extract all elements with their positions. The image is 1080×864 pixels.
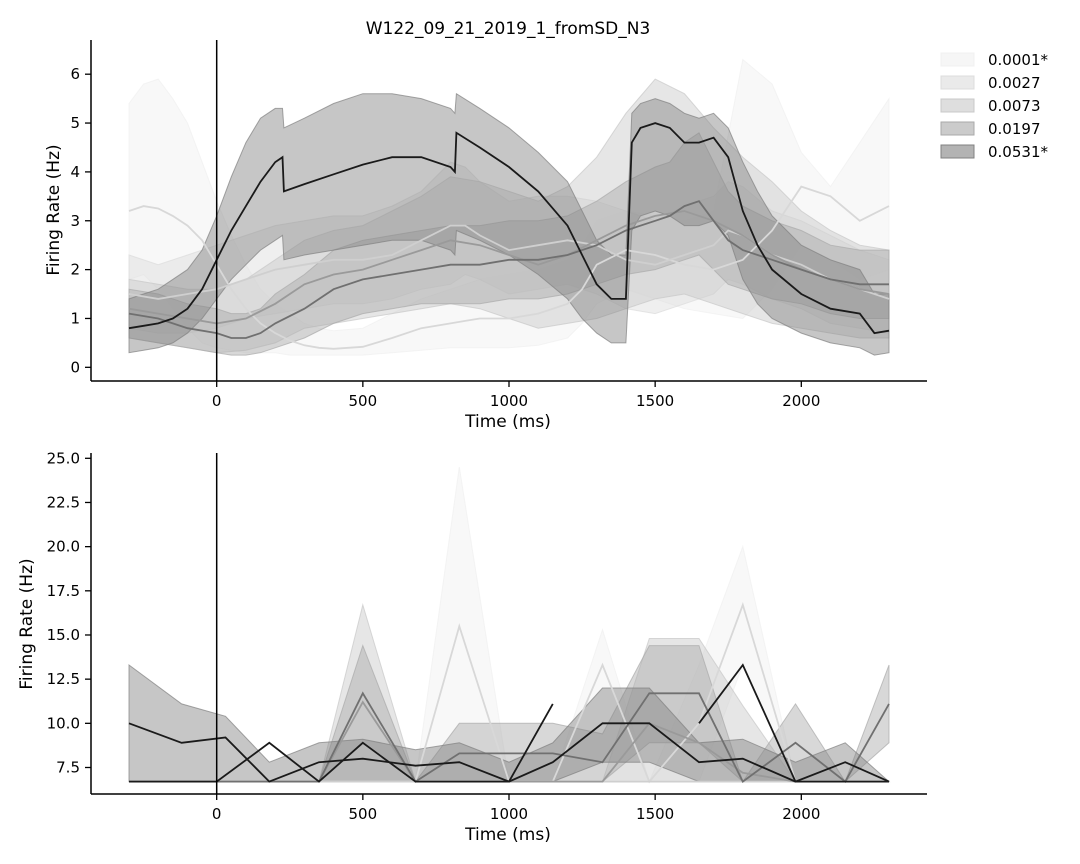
- top-y-axis-label: Firing Rate (Hz): [44, 144, 64, 275]
- legend-swatch: [940, 75, 975, 90]
- bottom-y-tick-label: 22.5: [47, 493, 80, 511]
- bottom-y-tick-label: 15.0: [47, 626, 80, 644]
- top-x-tick-label: 500: [349, 392, 378, 410]
- top-band-series-4: [128, 92, 890, 356]
- top-y-tick-label: 1: [70, 309, 80, 327]
- bottom-y-tick-label: 25.0: [47, 449, 80, 467]
- legend-label: 0.0073: [988, 97, 1041, 115]
- bottom-y-tick-label: 20.0: [47, 538, 80, 556]
- legend-swatch: [940, 98, 975, 113]
- top-y-tick-label: 4: [70, 163, 80, 181]
- top-y-tick-label: 6: [70, 65, 80, 83]
- legend-swatch: [940, 121, 975, 136]
- bottom-subplot: 0 500 1000 1500 2000 7.5 10.0 12.5 15.0 17.5 20.0…: [17, 449, 927, 845]
- bottom-x-tick-label: 1500: [636, 805, 674, 823]
- top-x-tick-label: 0: [212, 392, 222, 410]
- top-line-series-3: [128, 200, 889, 339]
- bottom-x-tick-label: 1000: [490, 805, 528, 823]
- top-series-lines: [128, 122, 890, 350]
- top-y-tick-label: 0: [70, 358, 80, 376]
- legend-label: 0.0197: [988, 120, 1041, 138]
- bottom-series-lines: [128, 602, 890, 784]
- chart-title: W122_09_21_2019_1_fromSD_N3: [366, 19, 651, 39]
- top-x-axis-label: Time (ms): [464, 412, 551, 432]
- top-x-tick-label: 2000: [782, 392, 820, 410]
- top-line-series-2: [128, 210, 890, 325]
- bottom-y-tick-label: 12.5: [47, 670, 80, 688]
- top-subplot: W122_09_21_2019_1_fromSD_N3 0 500 1000 1500…: [44, 19, 927, 432]
- top-line-series-4: [128, 122, 890, 335]
- legend-label: 0.0027: [988, 74, 1041, 92]
- bottom-y-tick-label: 10.0: [47, 714, 80, 732]
- bottom-x-ticks: 0 500 1000 1500 2000: [212, 794, 820, 823]
- bottom-x-tick-label: 500: [349, 805, 378, 823]
- bottom-x-axis-label: Time (ms): [464, 825, 551, 845]
- top-x-ticks: 0 500 1000 1500 2000: [212, 381, 820, 410]
- top-y-tick-label: 3: [70, 212, 80, 230]
- top-x-tick-label: 1500: [636, 392, 674, 410]
- top-y-tick-label: 2: [70, 261, 80, 279]
- bottom-line-series-5: [129, 703, 554, 783]
- bottom-x-tick-label: 2000: [782, 805, 820, 823]
- legend-swatch: [940, 144, 975, 159]
- top-x-tick-label: 1000: [490, 392, 528, 410]
- top-confidence-bands: [128, 58, 890, 356]
- bottom-y-axis-label: Firing Rate (Hz): [17, 558, 37, 689]
- top-line-series-0: [128, 185, 890, 350]
- bottom-y-tick-label: 17.5: [47, 582, 80, 600]
- bottom-line-series-6: [698, 663, 889, 783]
- bottom-line-series-3: [129, 691, 890, 783]
- legend-swatch: [940, 52, 975, 67]
- bottom-y-ticks: 7.5 10.0 12.5 15.0 17.5 20.0 22.5 25.0: [47, 449, 91, 776]
- legend-label: 0.0001*: [988, 51, 1048, 69]
- bottom-x-tick-label: 0: [212, 805, 222, 823]
- legend: 0.0001* 0.0027 0.0073 0.0197 0.0531*: [940, 51, 1048, 161]
- top-y-ticks: 0 1 2 3 4 5 6: [70, 65, 91, 376]
- bottom-y-tick-label: 7.5: [56, 758, 80, 776]
- legend-label: 0.0531*: [988, 143, 1048, 161]
- top-y-tick-label: 5: [70, 114, 80, 132]
